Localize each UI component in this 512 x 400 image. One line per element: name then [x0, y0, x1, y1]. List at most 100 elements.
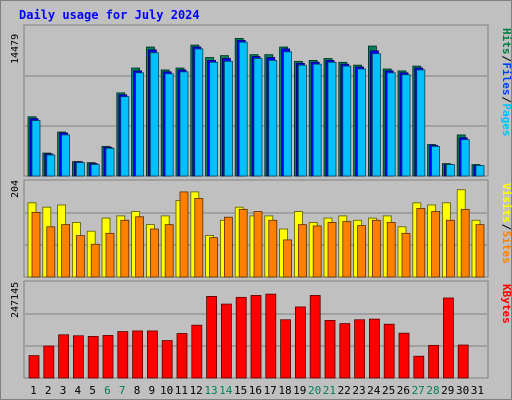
hits-ymax-label: 14479: [10, 34, 21, 64]
day-label-13: 13: [204, 384, 217, 397]
day-label-29: 29: [441, 384, 454, 397]
pages-bar-day-14: [223, 60, 233, 177]
kbytes-bar-day-17: [265, 293, 277, 379]
kbytes-bar-day-21: [324, 319, 336, 379]
kbytes-bar-day-4: [73, 335, 84, 379]
day-label-2: 2: [45, 384, 52, 397]
day-label-5: 5: [89, 384, 96, 397]
day-label-4: 4: [74, 384, 81, 397]
legend-separator: /: [500, 96, 512, 103]
pages-bar-day-30: [460, 139, 470, 177]
day-label-26: 26: [397, 384, 410, 397]
sites-bar-day-4: [76, 235, 85, 278]
kbytes-bar-day-29: [442, 297, 454, 379]
pages-bar-day-15: [238, 41, 248, 177]
pages-bar-day-27: [416, 69, 426, 177]
day-label-31: 31: [471, 384, 484, 397]
pages-bar-day-26: [401, 74, 411, 177]
sites-bar-day-29: [445, 219, 455, 278]
sites-bar-day-17: [268, 219, 278, 278]
sites-bar-day-13: [209, 237, 219, 278]
pages-bar-day-24: [371, 53, 381, 177]
kbytes-bar-day-18: [280, 319, 292, 379]
sites-bar-day-15: [238, 208, 248, 278]
pages-bar-day-22: [342, 65, 352, 177]
sites-bar-day-8: [135, 216, 145, 278]
pages-bar-day-18: [283, 51, 293, 177]
kbytes-bar-day-22: [339, 323, 351, 379]
sites-bar-day-22: [342, 221, 352, 278]
pages-bar-day-16: [253, 58, 263, 177]
kbytes-bar-day-27: [413, 355, 425, 379]
kbytes-bar-day-12: [191, 324, 203, 379]
pages-bar-day-11: [179, 71, 189, 177]
day-label-11: 11: [175, 384, 188, 397]
kbytes-bar-day-1: [28, 355, 40, 379]
day-label-16: 16: [249, 384, 262, 397]
sites-bar-day-10: [164, 224, 174, 278]
kbytes-bar-day-7: [117, 331, 129, 379]
kbytes-bar-day-15: [235, 296, 247, 379]
kbytes-bar-day-19: [294, 306, 306, 379]
sites-bar-day-26: [401, 232, 411, 278]
pages-bar-day-29: [445, 164, 455, 177]
legend-text-hits: Hits: [500, 28, 512, 55]
sites-bar-day-19: [297, 224, 307, 278]
day-label-25: 25: [382, 384, 395, 397]
day-label-24: 24: [367, 384, 381, 397]
pages-bar-day-13: [209, 61, 219, 177]
sites-bar-day-20: [312, 225, 322, 278]
pages-bar-day-20: [312, 63, 322, 177]
kbytes-bar-day-25: [383, 323, 395, 379]
pages-bar-day-19: [297, 64, 307, 177]
sites-bar-day-2: [46, 226, 56, 278]
visits-ymax-label: 204: [10, 180, 21, 198]
sites-bar-day-21: [327, 222, 337, 278]
kbytes-bar-day-2: [43, 345, 55, 379]
kbytes-bar-day-23: [354, 319, 366, 379]
kbytes-bar-day-8: [132, 330, 144, 379]
kbytes-bar-day-26: [398, 332, 410, 379]
legend-separator: /: [500, 224, 512, 231]
pages-bar-day-7: [120, 96, 130, 177]
kbytes-bar-day-30: [457, 344, 469, 379]
legend-text-visits: Visits: [500, 183, 512, 223]
legend-text-sites: Sites: [500, 231, 512, 264]
sites-bar-day-25: [386, 222, 396, 278]
pages-bar-day-9: [149, 52, 159, 177]
day-label-14: 14: [219, 384, 233, 397]
legend-text-files: Files: [500, 62, 512, 95]
sites-bar-day-27: [416, 208, 426, 278]
legend-text-pages: Pages: [500, 103, 512, 136]
sites-bar-day-18: [283, 239, 293, 278]
day-label-22: 22: [338, 384, 351, 397]
legend-label-hits: Hits/: [500, 28, 512, 62]
legend-separator: /: [500, 55, 512, 62]
day-label-17: 17: [264, 384, 277, 397]
kbytes-bar-day-9: [146, 330, 158, 379]
pages-bar-day-5: [90, 164, 100, 177]
day-label-30: 30: [456, 384, 469, 397]
legend-label-pages: Pages: [500, 103, 512, 136]
sites-bar-day-31: [475, 224, 485, 278]
kbytes-bar-day-11: [176, 333, 188, 379]
sites-bar-day-24: [371, 219, 381, 278]
legend-label-kbytes: KBytes: [500, 284, 512, 324]
legend-label-files: Files/: [500, 62, 512, 103]
kbytes-bar-day-28: [428, 344, 440, 379]
sites-bar-day-11: [179, 191, 189, 278]
day-label-7: 7: [119, 384, 126, 397]
sites-bar-day-3: [61, 224, 70, 278]
day-label-28: 28: [426, 384, 439, 397]
pages-bar-day-12: [194, 48, 204, 177]
day-label-21: 21: [323, 384, 336, 397]
sites-bar-day-6: [105, 232, 115, 278]
day-label-19: 19: [293, 384, 306, 397]
legend-label-sites: Sites: [500, 231, 512, 264]
pages-bar-day-4: [76, 162, 85, 177]
kbytes-bar-day-6: [102, 335, 114, 379]
kbytes-bar-day-3: [58, 334, 69, 379]
chart-title: Daily usage for July 2024: [19, 8, 200, 22]
pages-bar-day-21: [327, 61, 337, 177]
day-label-18: 18: [278, 384, 291, 397]
